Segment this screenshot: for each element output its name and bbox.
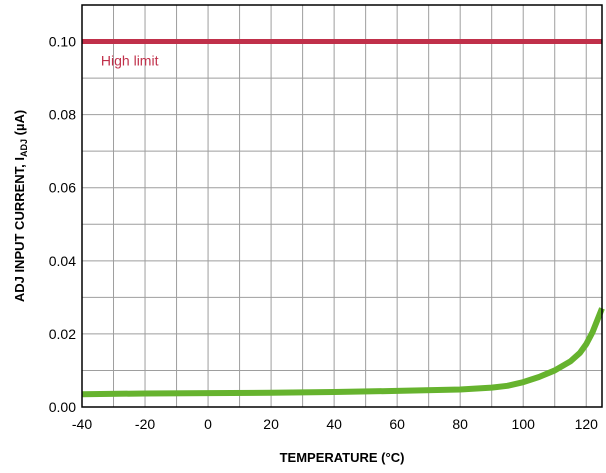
x-axis-ticks: -40 -20 0 20 40 60 80 100 120 — [72, 416, 598, 432]
y-axis-label: ADJ INPUT CURRENT, IADJ (µA) — [12, 110, 29, 302]
y-tick-label: 0.08 — [49, 107, 76, 123]
x-tick-label: -20 — [135, 416, 155, 432]
x-tick-label: 80 — [452, 416, 468, 432]
adj-current-line — [81, 307, 605, 398]
grid — [82, 5, 602, 407]
y-tick-label: 0.04 — [49, 253, 76, 269]
y-tick-label: 0.06 — [49, 180, 76, 196]
y-axis-ticks: 0.00 0.02 0.04 0.06 0.08 0.10 — [49, 34, 76, 415]
y-axis-label-subscript: ADJ — [19, 139, 29, 157]
annotation-label: High limit — [101, 52, 159, 68]
x-tick-label: 60 — [389, 416, 405, 432]
x-tick-label: 120 — [575, 416, 599, 432]
annotations: High limit — [101, 52, 159, 68]
x-axis-label: TEMPERATURE (°C) — [280, 450, 405, 465]
y-axis-label-main: ADJ INPUT CURRENT, I — [12, 157, 27, 302]
x-tick-label: 100 — [512, 416, 536, 432]
series-layer — [81, 39, 605, 398]
plot-frame — [81, 4, 603, 408]
x-tick-label: -40 — [72, 416, 92, 432]
y-axis-label-unit: (µA) — [12, 110, 27, 139]
y-tick-label: 0.00 — [49, 399, 76, 415]
x-tick-label: 40 — [326, 416, 342, 432]
x-tick-label: 20 — [263, 416, 279, 432]
x-tick-label: 0 — [204, 416, 212, 432]
y-tick-label: 0.02 — [49, 326, 76, 342]
y-tick-label: 0.10 — [49, 34, 76, 50]
